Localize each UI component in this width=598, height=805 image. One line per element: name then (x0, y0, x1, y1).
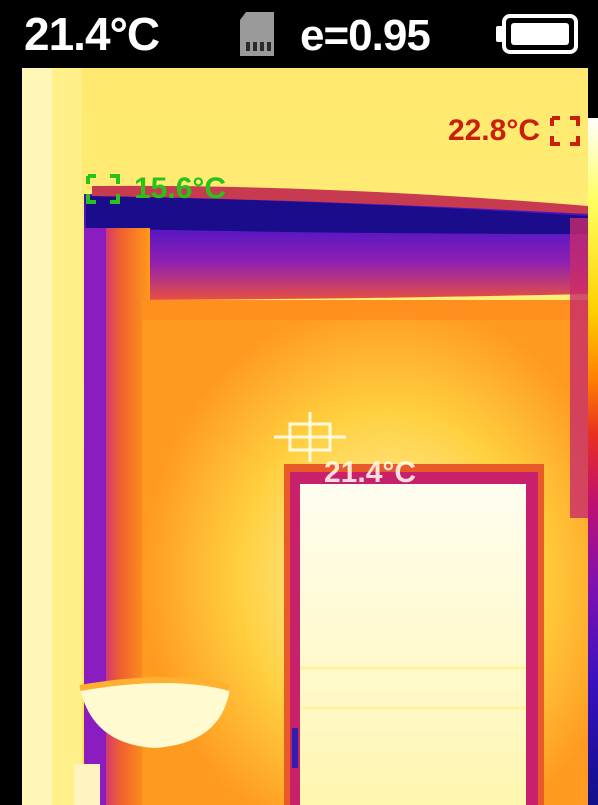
battery-icon (496, 14, 578, 54)
center-temperature-label: 21.4°C (324, 456, 417, 489)
status-bar: 21.4°C e=0.95 (0, 0, 598, 68)
sd-card-icon (240, 12, 274, 56)
max-temperature-label: 22.8°C (447, 114, 540, 147)
palette-scale-bar (588, 118, 598, 805)
min-temperature-label: 15.6°C (134, 172, 227, 205)
thermal-image-view: 22.8°C 15.6°C 21.4°C (22, 68, 588, 805)
max-bracket-icon (550, 116, 580, 146)
crosshair-icon (274, 412, 346, 462)
emissivity-value: e=0.95 (300, 11, 431, 60)
min-bracket-icon (86, 174, 120, 204)
center-temperature-readout: 21.4°C (24, 8, 160, 60)
thermal-image (22, 68, 588, 805)
